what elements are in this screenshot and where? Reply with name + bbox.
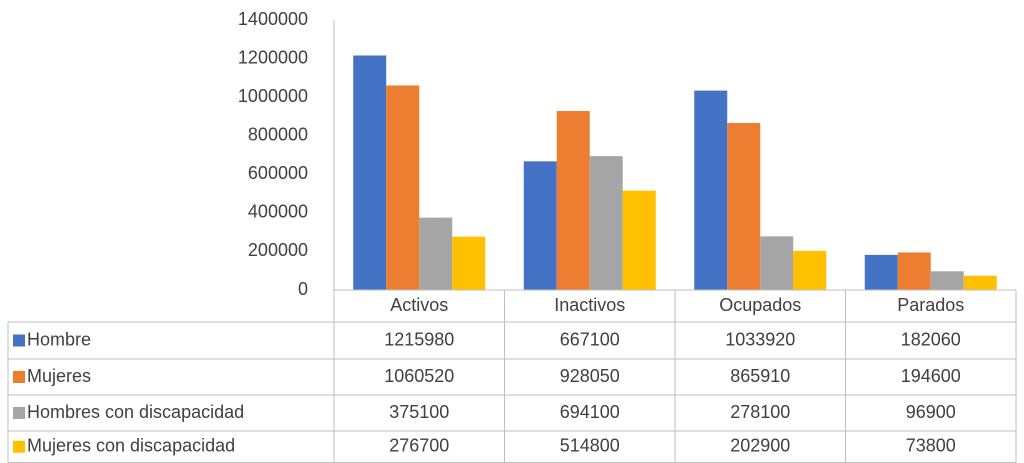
table-value: 865910 <box>730 366 790 386</box>
bar <box>523 161 557 290</box>
bar <box>589 156 623 290</box>
bar <box>864 254 898 290</box>
y-tick-label: 800000 <box>248 124 308 144</box>
bar <box>930 271 964 290</box>
table-value: 1215980 <box>384 329 454 349</box>
table-value: 694100 <box>560 402 620 422</box>
legend-label: Mujeres <box>27 366 91 386</box>
bar <box>963 275 997 290</box>
y-tick-label: 1200000 <box>238 47 308 67</box>
table-value: 182060 <box>901 329 961 349</box>
bar <box>386 85 420 290</box>
x-tick-label: Activos <box>390 295 448 315</box>
table-value: 1060520 <box>384 366 454 386</box>
bar <box>353 55 387 291</box>
table-value: 928050 <box>560 366 620 386</box>
bar <box>694 90 728 291</box>
table-value: 202900 <box>730 436 790 456</box>
bar <box>419 217 453 290</box>
legend-key <box>13 371 25 383</box>
y-tick-label: 1000000 <box>238 86 308 106</box>
table-value: 276700 <box>389 436 449 456</box>
legend-key <box>13 407 25 419</box>
table-value: 278100 <box>730 402 790 422</box>
bar <box>556 111 590 291</box>
bar <box>622 190 656 290</box>
legend-key <box>13 334 25 347</box>
x-tick-label: Ocupados <box>719 295 801 315</box>
bar <box>760 236 794 290</box>
legend-label: Hombre <box>27 329 91 349</box>
y-tick-label: 200000 <box>248 240 308 260</box>
legend-label: Mujeres con discapacidad <box>27 436 235 456</box>
table-value: 96900 <box>906 402 956 422</box>
table-value: 667100 <box>560 329 620 349</box>
x-tick-label: Parados <box>897 295 964 315</box>
table-value: 1033920 <box>725 329 795 349</box>
legend-key <box>13 440 25 453</box>
bar <box>452 236 486 290</box>
table-value: 73800 <box>906 436 956 456</box>
x-tick-label: Inactivos <box>554 295 625 315</box>
y-tick-label: 400000 <box>248 202 308 222</box>
y-tick-label: 0 <box>298 279 308 299</box>
legend-label: Hombres con discapacidad <box>27 402 244 422</box>
y-tick-label: 600000 <box>248 163 308 183</box>
bar <box>727 123 761 290</box>
table-value: 194600 <box>901 366 961 386</box>
bar <box>897 252 931 290</box>
table-value: 375100 <box>389 402 449 422</box>
y-tick-label: 1400000 <box>238 9 308 29</box>
table-value: 514800 <box>560 436 620 456</box>
bar <box>793 250 827 290</box>
